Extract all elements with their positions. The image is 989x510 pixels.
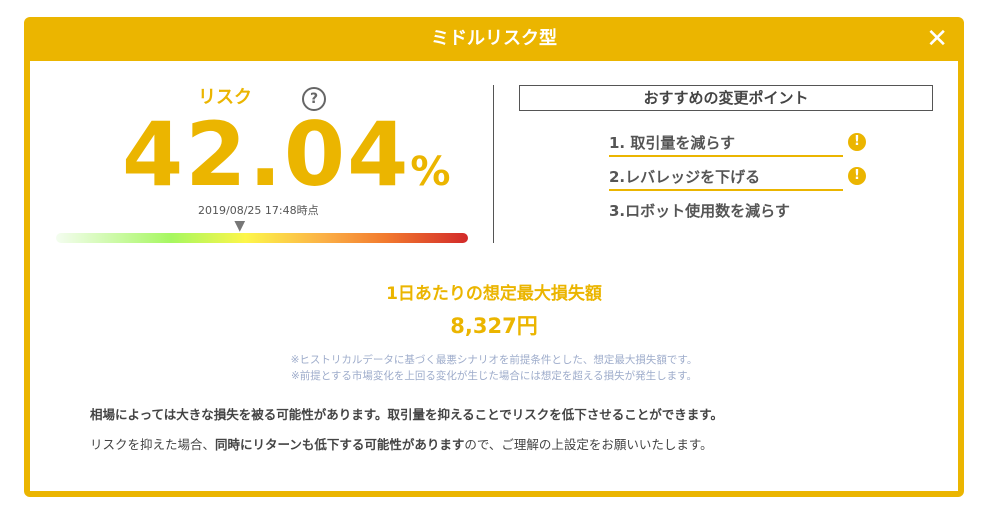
- message-part: リスクを抑えた場合、: [90, 437, 216, 452]
- risk-dialog: ミドルリスク型 ✕ リスク ? 42.04% 2019/08/25 17:48時…: [24, 17, 964, 497]
- loss-note: ※前提とする市場変化を上回る変化が生じた場合には想定を超える損失が発生します。: [290, 370, 698, 382]
- risk-unit: %: [410, 149, 453, 195]
- message-line-2: リスクを抑えた場合、同時にリターンも低下する可能性がありますので、ご理解の上設定…: [90, 437, 713, 453]
- warning-icon: !: [848, 167, 866, 185]
- loss-value: 8,327円: [450, 314, 538, 338]
- risk-timestamp: 2019/08/25 17:48時点: [198, 204, 319, 217]
- close-icon[interactable]: ✕: [926, 24, 948, 54]
- message-part: ので、ご理解の上設定をお願いいたします。: [464, 437, 713, 452]
- loss-note: ※ヒストリカルデータに基づく最悪シナリオを前提条件とした、想定最大損失額です。: [290, 354, 698, 366]
- recommend-item-3: 3.ロボット使用数を減らす: [609, 202, 790, 220]
- risk-number: 42.04: [122, 103, 411, 206]
- dialog-title: ミドルリスク型: [431, 28, 557, 49]
- recommend-item-1[interactable]: 1. 取引量を減らす: [609, 133, 843, 157]
- gauge-pointer-arrow-icon: ▼: [234, 218, 246, 234]
- help-icon[interactable]: ?: [302, 87, 326, 111]
- risk-gauge: [56, 233, 468, 243]
- recommend-title: おすすめの変更ポイント: [519, 85, 933, 111]
- dialog-body: リスク ? 42.04% 2019/08/25 17:48時点 ▼ おすすめの変…: [30, 61, 958, 491]
- message-line-1: 相場によっては大きな損失を被る可能性があります。取引量を抑えることでリスクを低下…: [90, 407, 724, 422]
- loss-title: 1日あたりの想定最大損失額: [386, 284, 602, 304]
- risk-label: リスク: [198, 87, 252, 108]
- risk-value: 42.04%: [122, 111, 452, 199]
- warning-icon: !: [848, 133, 866, 151]
- message-bold: 同時にリターンも低下する可能性があります: [215, 437, 465, 452]
- divider: [493, 85, 494, 243]
- recommend-item-2[interactable]: 2.レバレッジを下げる: [609, 167, 843, 191]
